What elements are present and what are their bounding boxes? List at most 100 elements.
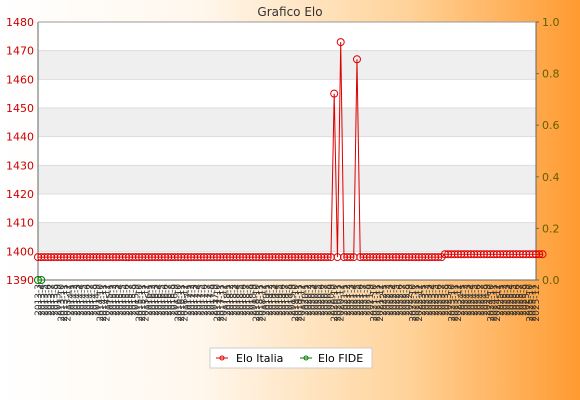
x-tick-label: 2025-4 — [506, 284, 516, 316]
x-tick-label: 2024-3 — [464, 284, 474, 316]
x-tick-label: 2021-3 — [346, 284, 356, 316]
x-tick-label: 2016-6 — [161, 284, 171, 316]
x-tick-label: 2020-7 — [320, 284, 330, 316]
y-right-tick-label: 0.8 — [542, 68, 560, 81]
x-tick-label: 2022-4 — [389, 284, 399, 316]
x-tick-label: 2013-4 — [37, 284, 47, 316]
axes — [37, 21, 537, 281]
x-tick-label: 2018-3 — [229, 284, 239, 316]
x-tick-label: 2021-12 — [376, 284, 386, 322]
y-left-tick-labels: 1390 1400 1410 1420 1430 1440 1450 1460 1470 1480 — [6, 16, 34, 287]
x-tick-label: 2021-11 — [373, 284, 383, 322]
data-point-elo-italia — [538, 250, 547, 259]
x-tick-label: 2014-7 — [86, 284, 96, 316]
x-tick-label: 2019-2 — [265, 284, 275, 316]
x-tick-label: 2023-4 — [428, 284, 438, 316]
y-right-tick-label: 1.0 — [542, 16, 560, 29]
x-tick-label: 2025-9 — [522, 284, 532, 316]
x-tick-label: 2015-12 — [141, 284, 151, 322]
x-tick-label: 2024-1 — [457, 284, 467, 316]
x-tick-label: 2014-5 — [80, 284, 90, 316]
legend-label-elo-italia: Elo Italia — [236, 352, 283, 365]
x-tick-label: 2019-5 — [275, 284, 285, 316]
x-tick-label: 2025-12 — [532, 284, 542, 322]
x-tick-label: 2019-12 — [298, 284, 308, 322]
x-tick-label: 2017-6 — [200, 284, 210, 316]
x-tick-label: 2018-10 — [252, 284, 262, 322]
x-tick-label: 2018-6 — [239, 284, 249, 316]
x-tick-label: 2015-1 — [106, 284, 116, 316]
x-tick-label: 2014-1 — [67, 284, 77, 316]
x-tick-label: 2017-9 — [210, 284, 220, 316]
data-point-elo-italia — [352, 55, 361, 64]
x-tick-label: 2021-7 — [359, 284, 369, 316]
chart-title: Grafico Elo — [257, 5, 322, 19]
x-tick-label: 2014-6 — [83, 284, 93, 316]
x-tick-label: 2013-9 — [54, 284, 64, 316]
y-left-tick-label: 1450 — [6, 102, 34, 115]
x-tick-label: 2025-6 — [512, 284, 522, 316]
x-tick-label: 2017-5 — [197, 284, 207, 316]
x-tick-label: 2025-5 — [509, 284, 519, 316]
x-tick-label: 2016-12 — [180, 284, 190, 322]
x-tick-label: 2014-2 — [70, 284, 80, 316]
x-tick-label: 2020-3 — [307, 284, 317, 316]
x-tick-label: 2018-9 — [249, 284, 259, 316]
x-tick-label: 2024-11 — [490, 284, 500, 322]
grid-band — [38, 222, 536, 252]
x-tick-label: 2023-1 — [418, 284, 428, 316]
y-left-tick-label: 1480 — [6, 16, 34, 29]
x-tick-label: 2022-11 — [412, 284, 422, 322]
x-tick-label: 2015-11 — [138, 284, 148, 322]
plot-background — [38, 22, 536, 280]
x-tick-label: 2016-5 — [158, 284, 168, 316]
x-tick-label: 2019-1 — [262, 284, 272, 316]
x-tick-label: 2019-9 — [288, 284, 298, 316]
y-left-tick-label: 1400 — [6, 245, 34, 258]
x-tick-label: 2018-1 — [223, 284, 233, 316]
data-point-elo-italia — [336, 38, 345, 47]
x-tick-label: 2018-8 — [246, 284, 256, 316]
x-tick-label: 2017-8 — [207, 284, 217, 316]
x-tick-label: 2020-1 — [301, 284, 311, 316]
x-tick-label: 2020-2 — [304, 284, 314, 316]
x-tick-label: 2016-1 — [145, 284, 155, 316]
x-tick-label: 2022-10 — [408, 284, 418, 322]
x-tick-label: 2025-3 — [503, 284, 513, 316]
x-tick-labels: 2013-32013-42013-52013-62013-72013-82013… — [34, 284, 542, 322]
x-tick-label: 2013-5 — [41, 284, 51, 316]
x-tick-label: 2021-2 — [343, 284, 353, 316]
data-point-elo-italia — [535, 250, 544, 259]
x-tick-label: 2023-3 — [425, 284, 435, 316]
x-tick-label: 2014-3 — [73, 284, 83, 316]
x-tick-label: 2016-2 — [148, 284, 158, 316]
legend-item-elo-fide: Elo FIDE — [300, 352, 363, 365]
x-tick-label: 2015-5 — [119, 284, 129, 316]
x-tick-label: 2021-5 — [353, 284, 363, 316]
x-tick-label: 2015-3 — [112, 284, 122, 316]
x-tick-label: 2022-12 — [415, 284, 425, 322]
x-tick-label: 2024-10 — [486, 284, 496, 322]
x-tick-label: 2019-3 — [268, 284, 278, 316]
x-tick-label: 2015-10 — [135, 284, 145, 322]
x-tick-label: 2017-7 — [203, 284, 213, 316]
x-tick-label: 2016-11 — [177, 284, 187, 322]
x-tick-label: 2014-4 — [76, 284, 86, 316]
data-point-elo-italia — [330, 89, 339, 98]
x-tick-label: 2015-2 — [109, 284, 119, 316]
x-tick-label: 2013-10 — [57, 284, 67, 322]
x-tick-label: 2017-3 — [190, 284, 200, 316]
x-tick-label: 2020-4 — [311, 284, 321, 316]
x-tick-label: 2021-10 — [369, 284, 379, 322]
x-tick-label: 2020-10 — [330, 284, 340, 322]
x-tick-label: 2024-9 — [483, 284, 493, 316]
x-tick-label: 2016-9 — [171, 284, 181, 316]
x-tick-label: 2025-7 — [516, 284, 526, 316]
x-tick-label: 2022-6 — [395, 284, 405, 316]
y-left-tick-label: 1430 — [6, 159, 34, 172]
y-right-tick-label: 0.6 — [542, 119, 560, 132]
x-tick-label: 2023-9 — [444, 284, 454, 316]
x-tick-label: 2013-7 — [47, 284, 57, 316]
